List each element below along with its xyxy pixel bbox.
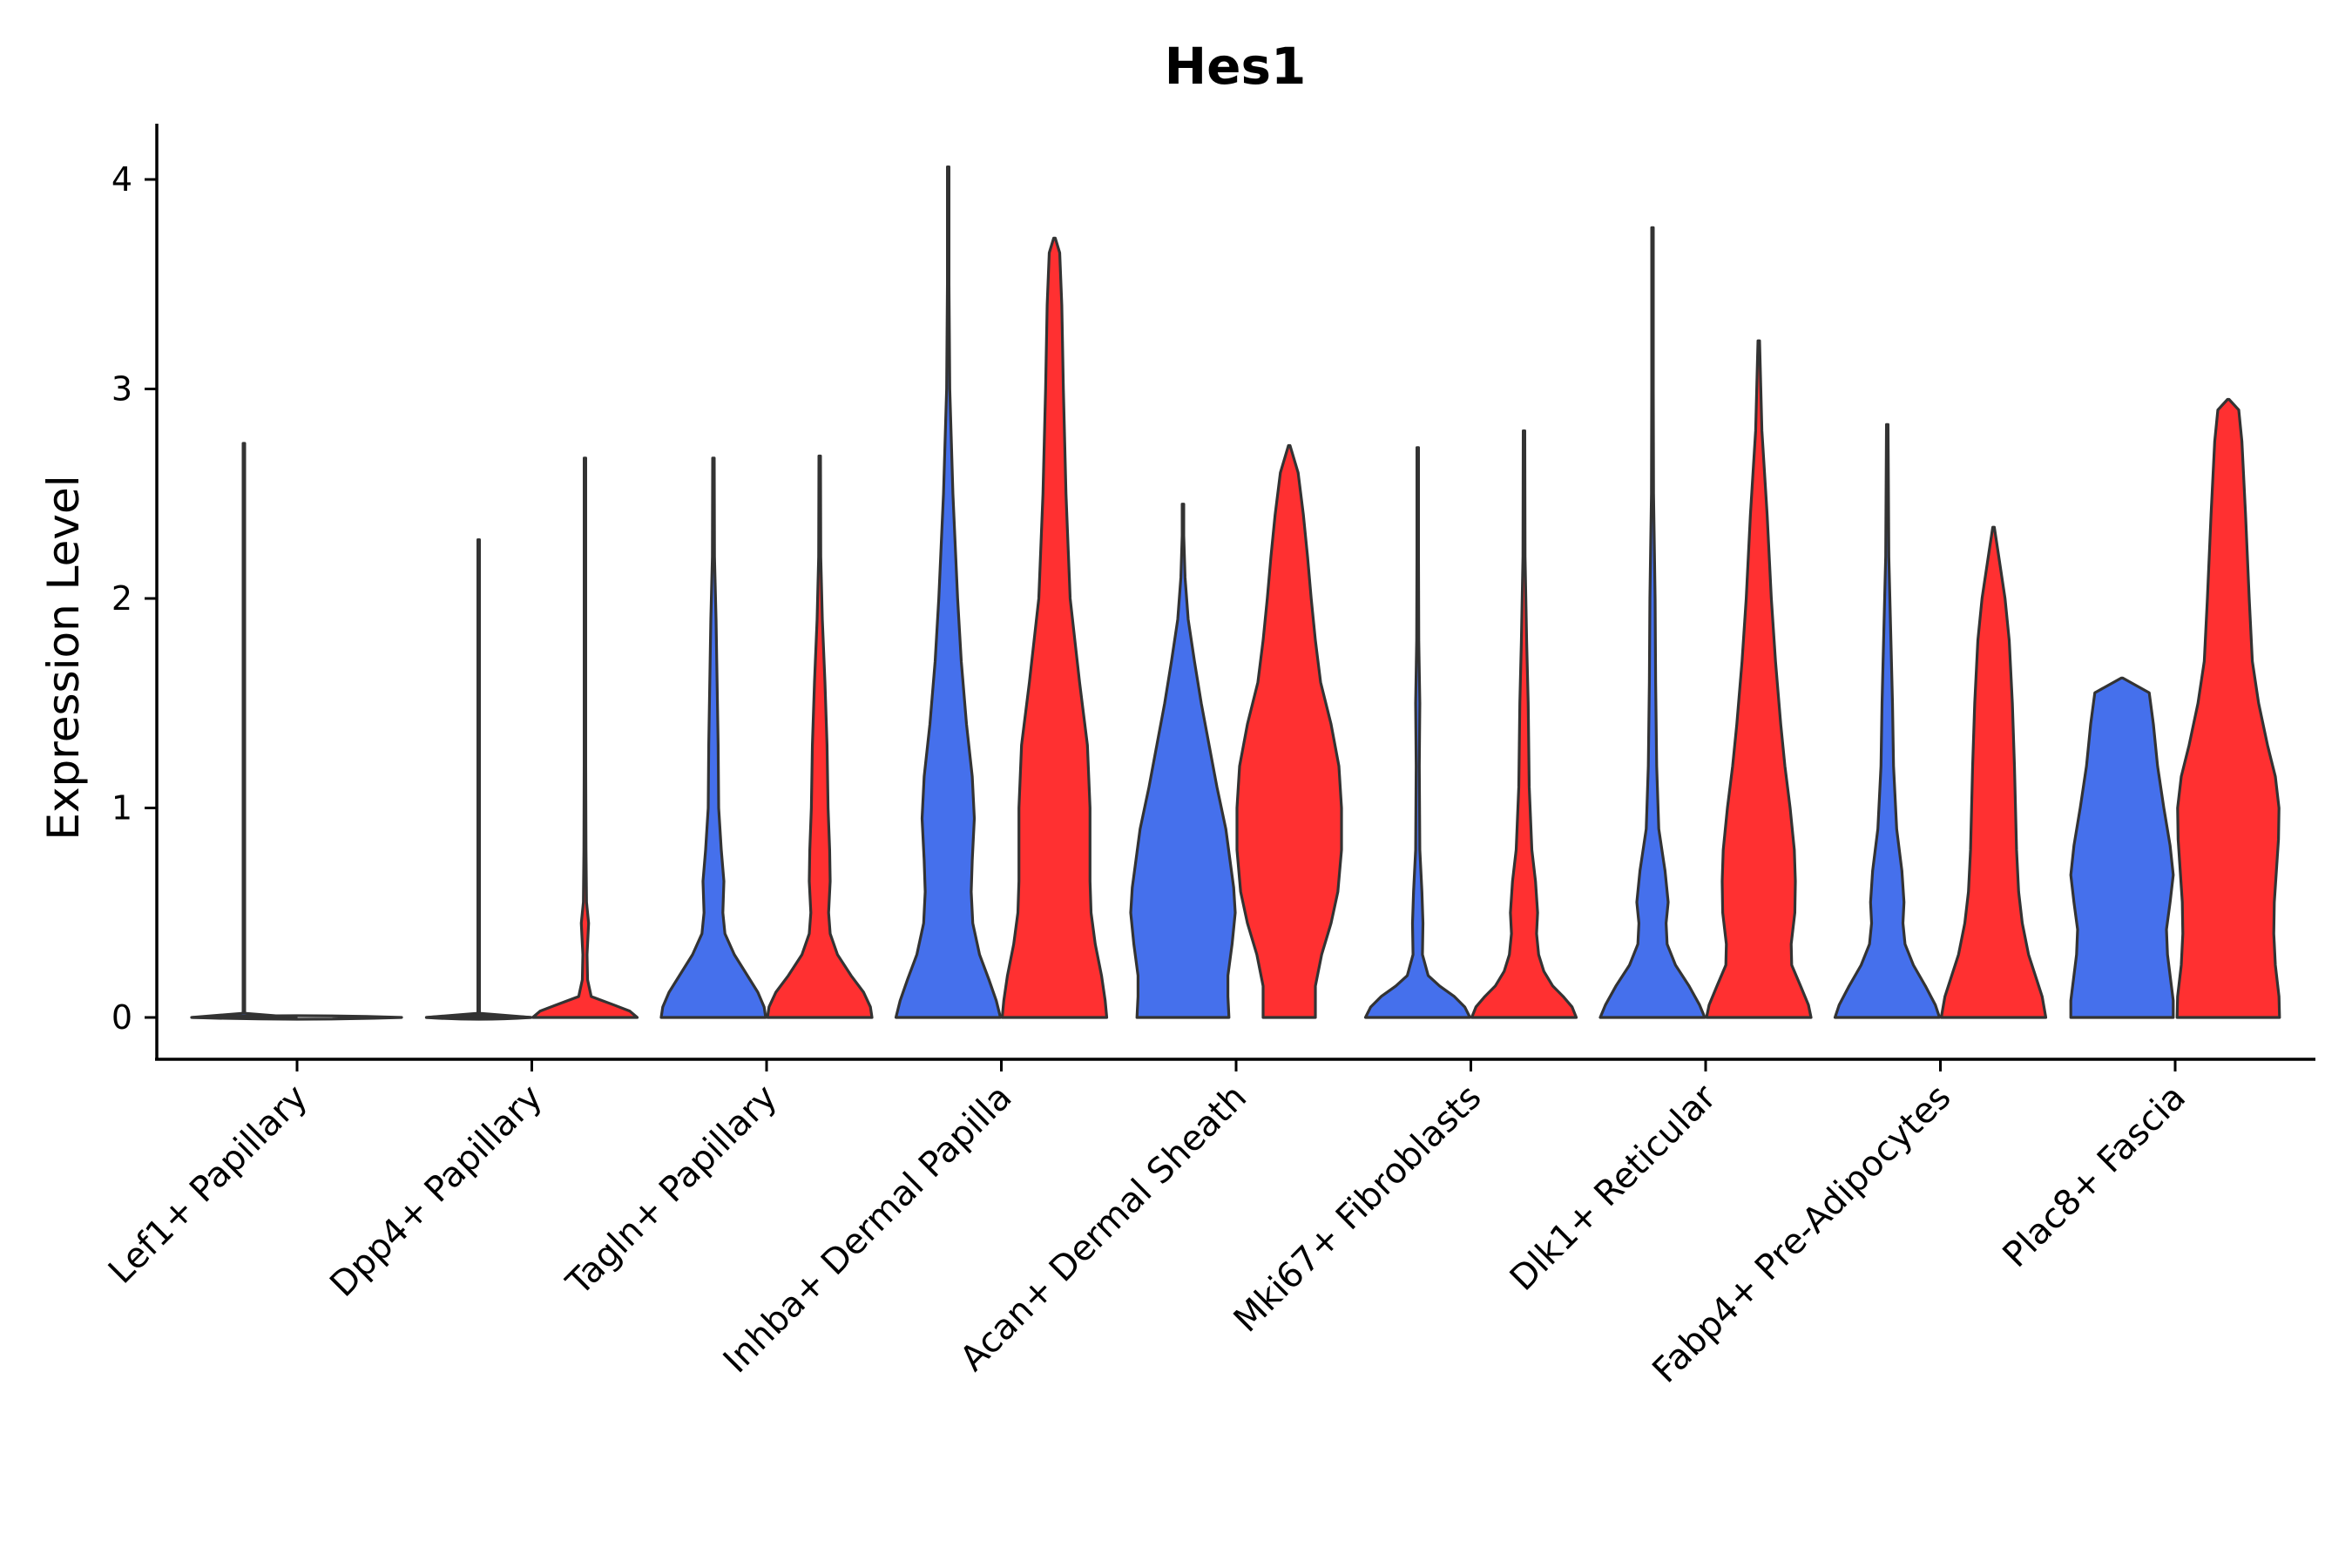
violin-group-2-8 [2175,397,2281,1019]
violin-group-2-7 [1939,525,2048,1019]
violin-group-2-5 [1470,429,1578,1019]
y-axis-ticks: 0 1 2 3 4 [112,160,157,1037]
violin-group-2-2 [766,454,874,1019]
violin-group-1-3 [894,165,1003,1019]
violin-group-1-2 [659,456,767,1019]
violin-group-1-5 [1363,446,1472,1019]
y-tick-label: 3 [112,370,132,409]
violin-group-1-7 [1833,422,1942,1019]
x-tick-label: Dpp4+ Papillary [322,1078,550,1305]
violin-baseline-flat-1 [424,1014,533,1021]
violin-group-2-4 [1235,443,1343,1019]
x-tick-label: Mki67+ Fibroblasts [1227,1078,1490,1341]
violin-group-2-6 [1705,339,1813,1019]
x-tick-label: Dlk1+ Reticular [1503,1077,1725,1299]
x-tick-label: Plac8+ Fascia [1996,1078,2194,1276]
x-axis-ticks: Lef1+ Papillary Dpp4+ Papillary Tagln+ Pap… [101,1059,2193,1391]
violin-group-2-1 [531,456,639,1019]
y-tick-label: 0 [112,998,132,1037]
y-axis-title: Expression Level [38,475,89,840]
violin-layer [190,165,2281,1021]
violin-group-1-8 [2069,676,2175,1019]
x-tick-label: Tagln+ Papillary [558,1078,785,1304]
violin-baseline-flat-0 [191,1014,403,1021]
violin-group-1-4 [1129,503,1237,1019]
violin-group-2-3 [1000,236,1109,1019]
violin-group-1-6 [1598,226,1707,1019]
chart-title: Hes1 [1165,37,1307,96]
violin-group-1-1 [424,538,533,1019]
x-tick-label: Lef1+ Papillary [101,1078,315,1292]
violin-group-1-0 [190,442,298,1019]
y-tick-label: 2 [112,579,132,618]
y-tick-label: 4 [112,160,132,199]
y-tick-label: 1 [112,789,132,828]
